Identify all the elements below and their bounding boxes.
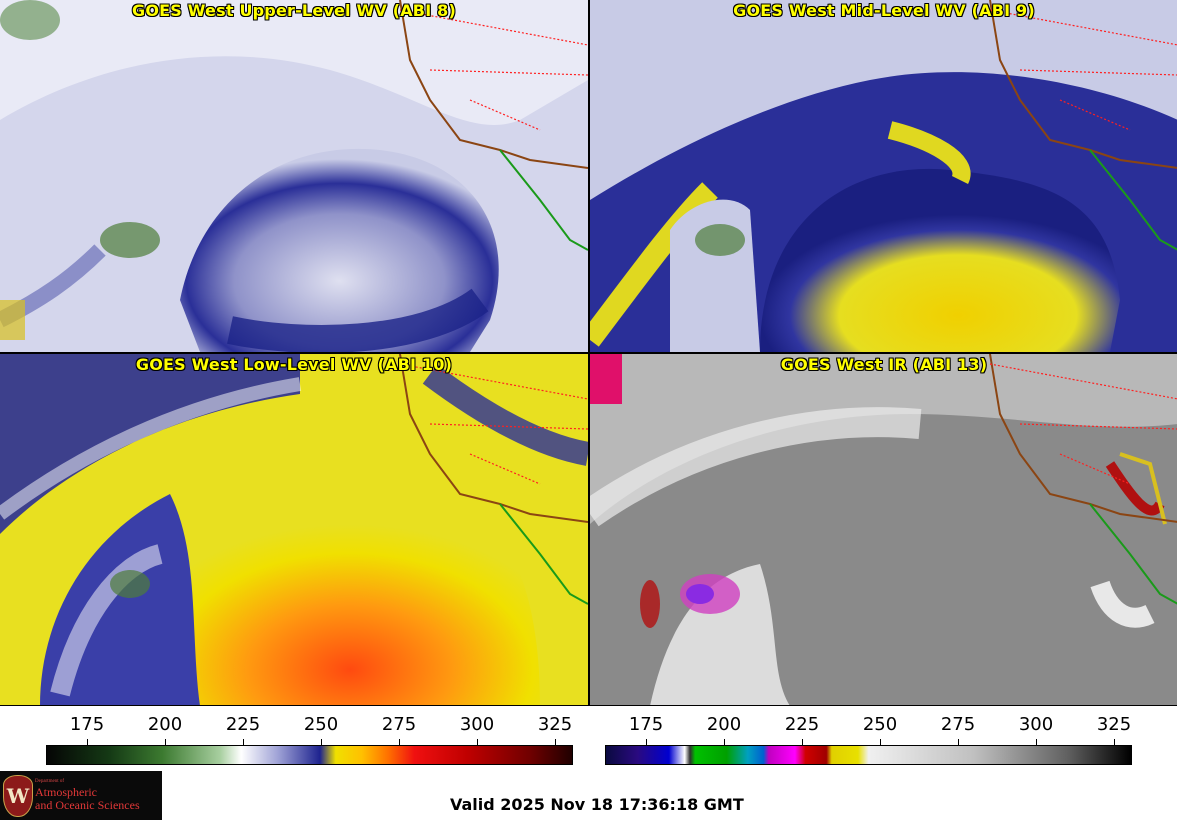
wv-tick bbox=[243, 739, 244, 745]
wv-tick-label: 325 bbox=[537, 714, 573, 735]
ir-tick-label: 300 bbox=[1018, 714, 1054, 735]
mid-wv-image bbox=[590, 0, 1177, 352]
ir-colorbar bbox=[605, 745, 1132, 765]
ir-tick bbox=[802, 739, 803, 745]
aos-logo: W Department of Atmospheric and Oceanic … bbox=[0, 771, 162, 820]
ir-tick-label: 275 bbox=[940, 714, 976, 735]
panel-title: GOES West Mid-Level WV (ABI 9) bbox=[733, 1, 1035, 20]
ir-tick-label: 250 bbox=[862, 714, 898, 735]
logo-line-2: and Oceanic Sciences bbox=[35, 798, 140, 812]
ir-tick bbox=[880, 739, 881, 745]
panel-title: GOES West IR (ABI 13) bbox=[780, 355, 988, 374]
wv-tick-label: 275 bbox=[381, 714, 417, 735]
panel-upper-level-wv: GOES West Upper-Level WV (ABI 8) bbox=[0, 0, 588, 352]
wv-tick-label: 250 bbox=[303, 714, 339, 735]
uw-seal-icon: W bbox=[3, 775, 33, 817]
ir-tick-label: 175 bbox=[628, 714, 664, 735]
panel-divider-horizontal bbox=[0, 352, 1177, 354]
wv-tick bbox=[321, 739, 322, 745]
panel-title: GOES West Upper-Level WV (ABI 8) bbox=[132, 1, 456, 20]
panel-low-level-wv: GOES West Low-Level WV (ABI 10) bbox=[0, 354, 588, 706]
panel-title: GOES West Low-Level WV (ABI 10) bbox=[135, 355, 453, 374]
ir-tick-label: 325 bbox=[1096, 714, 1132, 735]
ir-image bbox=[590, 354, 1177, 706]
ir-tick-label: 225 bbox=[784, 714, 820, 735]
ir-tick bbox=[724, 739, 725, 745]
ir-tick bbox=[646, 739, 647, 745]
panel-mid-level-wv: GOES West Mid-Level WV (ABI 9) bbox=[590, 0, 1177, 352]
ir-tick bbox=[1114, 739, 1115, 745]
panel-bottom-border bbox=[0, 705, 1177, 706]
panel-ir: GOES West IR (ABI 13) bbox=[590, 354, 1177, 706]
valid-time: Valid 2025 Nov 18 17:36:18 GMT bbox=[450, 795, 744, 814]
wv-tick-label: 175 bbox=[69, 714, 105, 735]
wv-tick bbox=[87, 739, 88, 745]
upper-wv-image bbox=[0, 0, 588, 352]
low-wv-image bbox=[0, 354, 588, 706]
wv-colorbar bbox=[46, 745, 573, 765]
wv-tick bbox=[555, 739, 556, 745]
wv-tick-label: 200 bbox=[147, 714, 183, 735]
wv-tick-label: 300 bbox=[459, 714, 495, 735]
wv-tick bbox=[477, 739, 478, 745]
ir-tick bbox=[958, 739, 959, 745]
wv-tick bbox=[399, 739, 400, 745]
wv-tick-label: 225 bbox=[225, 714, 261, 735]
wv-tick bbox=[165, 739, 166, 745]
logo-line-1: Atmospheric bbox=[35, 785, 97, 799]
ir-tick bbox=[1036, 739, 1037, 745]
ir-tick-label: 200 bbox=[706, 714, 742, 735]
logo-dept-text: Department of bbox=[35, 779, 65, 784]
